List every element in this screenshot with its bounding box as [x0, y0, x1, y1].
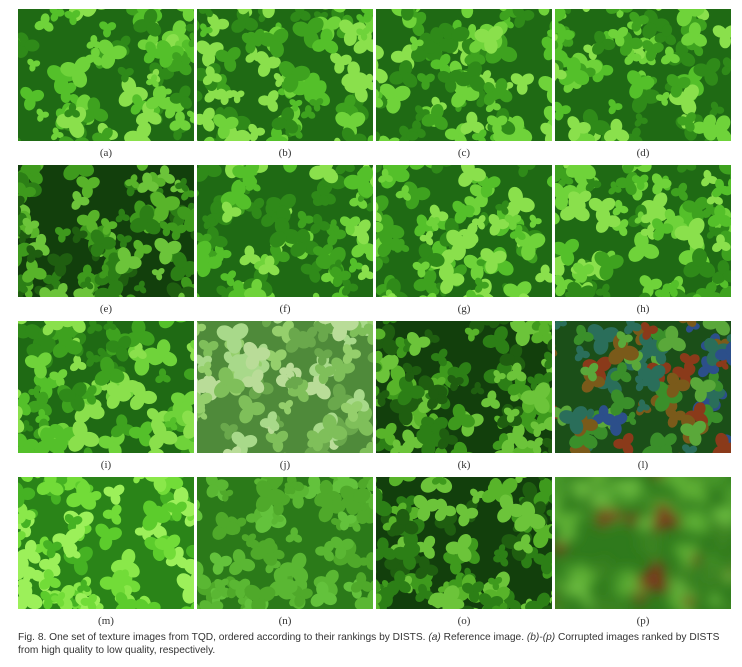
texture-image — [18, 9, 194, 141]
texture-image — [376, 165, 552, 297]
texture-image — [197, 477, 373, 609]
panel-label: (a) — [99, 147, 113, 159]
panel-d: (d) — [555, 9, 731, 165]
panel-label: (j) — [279, 459, 291, 471]
panel-label: (b) — [278, 147, 292, 159]
figure-row-3: (i) (j) (k) (l) — [18, 321, 733, 477]
panel-g: (g) — [376, 165, 552, 321]
panel-image — [555, 321, 731, 453]
panel-label: (c) — [457, 147, 471, 159]
panel-image — [376, 477, 552, 609]
texture-image — [555, 9, 731, 141]
texture-image — [18, 165, 194, 297]
panel-image — [18, 321, 194, 453]
panel-m: (m) — [18, 477, 194, 633]
panel-label: (d) — [636, 147, 650, 159]
panel-image — [18, 165, 194, 297]
panel-image — [376, 9, 552, 141]
panel-label: (h) — [636, 303, 650, 315]
panel-j: (j) — [197, 321, 373, 477]
panel-label: (k) — [457, 459, 471, 471]
panel-label: (e) — [99, 303, 113, 315]
panel-p: (p) — [555, 477, 731, 633]
panel-h: (h) — [555, 165, 731, 321]
panel-b: (b) — [197, 9, 373, 165]
panel-c: (c) — [376, 9, 552, 165]
panel-f: (f) — [197, 165, 373, 321]
panel-label: (n) — [278, 615, 292, 627]
figure-grid: (a) (b) (c) (d) (e) (f) (g) (h) (i) (j) … — [18, 9, 733, 633]
panel-image — [555, 477, 731, 609]
texture-image — [197, 165, 373, 297]
panel-image — [197, 321, 373, 453]
panel-o: (o) — [376, 477, 552, 633]
panel-label: (i) — [100, 459, 112, 471]
texture-image — [197, 321, 373, 453]
texture-image — [18, 321, 194, 453]
texture-image — [555, 321, 731, 453]
texture-image — [555, 477, 731, 609]
texture-image — [555, 165, 731, 297]
figure-row-4: (m) (n) (o) (p) — [18, 477, 733, 633]
texture-image — [197, 9, 373, 141]
texture-image — [376, 321, 552, 453]
figure-caption: Fig. 8. One set of texture images from T… — [18, 631, 730, 657]
panel-image — [376, 165, 552, 297]
panel-image — [18, 477, 194, 609]
panel-n: (n) — [197, 477, 373, 633]
panel-label: (f) — [279, 303, 291, 315]
panel-image — [197, 477, 373, 609]
panel-k: (k) — [376, 321, 552, 477]
panel-image — [555, 9, 731, 141]
panel-label: (l) — [637, 459, 649, 471]
texture-image — [376, 9, 552, 141]
panel-label: (p) — [636, 615, 650, 627]
panel-image — [376, 321, 552, 453]
texture-image — [18, 477, 194, 609]
panel-image — [18, 9, 194, 141]
panel-image — [197, 9, 373, 141]
panel-i: (i) — [18, 321, 194, 477]
panel-l: (l) — [555, 321, 731, 477]
caption-prefix: Fig. 8. One set of texture images from T… — [18, 632, 429, 643]
panel-label: (g) — [457, 303, 471, 315]
caption-italic-range: (b)-(p) — [526, 632, 556, 643]
panel-image — [555, 165, 731, 297]
panel-image — [197, 165, 373, 297]
texture-image — [376, 477, 552, 609]
figure-row-2: (e) (f) (g) (h) — [18, 165, 733, 321]
panel-e: (e) — [18, 165, 194, 321]
caption-mid-2: Corrupted images ranked by DISTS from hi… — [18, 632, 720, 656]
caption-italic-ref: (a) — [428, 632, 441, 643]
figure-row-1: (a) (b) (c) (d) — [18, 9, 733, 165]
panel-label: (o) — [457, 615, 471, 627]
panel-a: (a) — [18, 9, 194, 165]
caption-mid-1: Reference image. — [440, 632, 527, 643]
panel-label: (m) — [98, 615, 114, 627]
